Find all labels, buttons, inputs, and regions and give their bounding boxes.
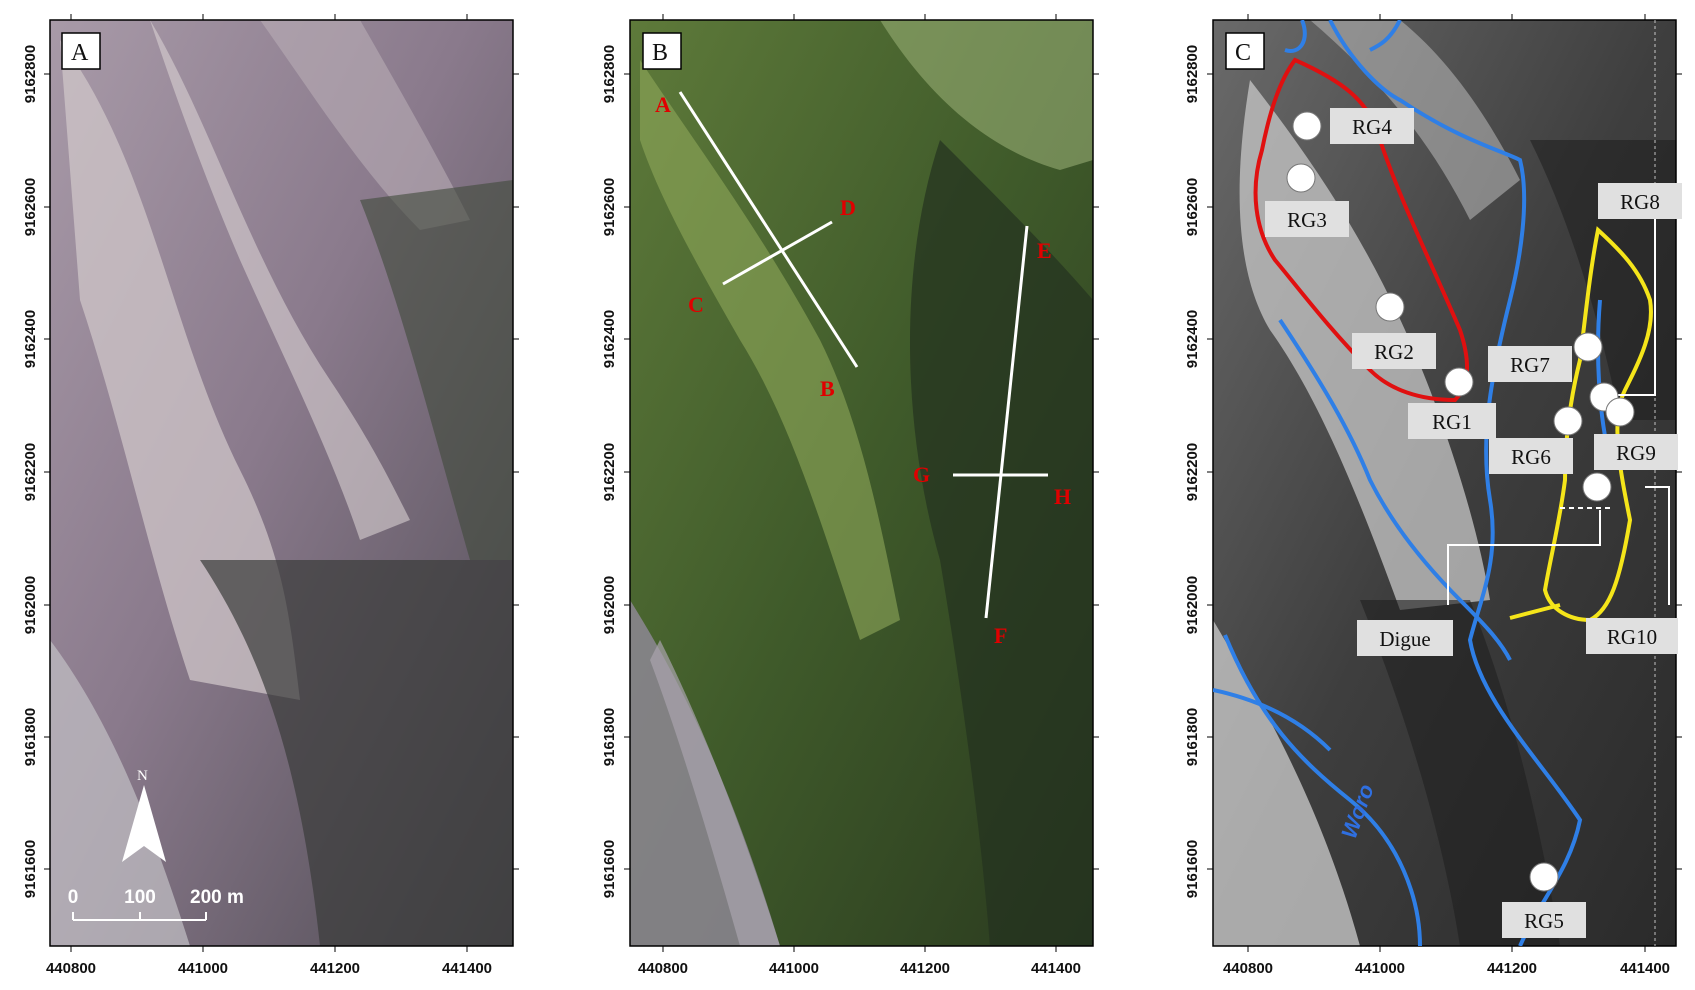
gauge-label-rg7: RG7 — [1510, 353, 1550, 377]
y-tick-label: 9161600 — [1184, 840, 1201, 898]
gauge-marker-rg5 — [1529, 862, 1559, 892]
y-tick-label: 9162200 — [1184, 443, 1201, 501]
gauge-label-rg3: RG3 — [1287, 208, 1327, 232]
river-line — [1284, 20, 1307, 53]
y-tick-label: 9162000 — [601, 576, 618, 634]
x-tick-label: 440800 — [46, 960, 96, 977]
scale-label: 0 — [68, 887, 79, 908]
river-line — [1278, 318, 1512, 661]
gauge-label-rg2: RG2 — [1374, 340, 1414, 364]
x-tick-label: 441000 — [1355, 960, 1405, 977]
panel-b-aerial-photo: B 9162800 9162600 9162400 9162200 916200… — [601, 14, 1099, 977]
x-tick-label: 441400 — [442, 960, 492, 977]
x-tick-label: 441000 — [769, 960, 819, 977]
y-tick-label: 9162200 — [22, 443, 39, 501]
dike-label: Digue — [1379, 627, 1430, 651]
gauge-marker-rg1 — [1444, 367, 1474, 397]
panel-b-letter: B — [652, 40, 668, 66]
y-tick-label: 9161600 — [601, 840, 618, 898]
gauge-marker-rg9 — [1605, 397, 1635, 427]
panel-a-letter-box — [61, 32, 101, 70]
river-line — [1369, 20, 1402, 52]
y-tick-label: 9162000 — [22, 576, 39, 634]
y-tick-label: 9161800 — [1184, 708, 1201, 766]
scale-bar: 0 100 200 m — [68, 887, 244, 921]
gauge-label-rg1: RG1 — [1432, 410, 1472, 434]
gauge-label-rg4: RG4 — [1352, 115, 1392, 139]
x-tick-label: 440800 — [1223, 960, 1273, 977]
gauge-marker-rg4 — [1292, 111, 1322, 141]
y-tick-label: 9161800 — [601, 708, 618, 766]
gauge-marker-rg10 — [1582, 472, 1612, 502]
x-tick-label: 441400 — [1031, 960, 1081, 977]
y-tick-label: 9162800 — [601, 45, 618, 103]
gauge-label-rg6: RG6 — [1511, 445, 1551, 469]
section-line-ef — [984, 225, 1029, 619]
svg-text:N: N — [137, 768, 148, 784]
gauge-marker-rg3 — [1286, 163, 1316, 193]
y-tick-label: 9162600 — [601, 178, 618, 236]
y-tick-label: 9162600 — [22, 178, 39, 236]
north-arrow-icon: N — [122, 768, 166, 862]
y-tick-label: 9162200 — [601, 443, 618, 501]
y-tick-label: 9162000 — [1184, 576, 1201, 634]
panel-b-letter-box — [642, 32, 682, 70]
section-line-cd — [722, 220, 833, 286]
x-tick-label: 441200 — [310, 960, 360, 977]
section-line-ab — [678, 91, 859, 368]
section-label: F — [994, 623, 1007, 648]
y-tick-label: 9161800 — [22, 708, 39, 766]
gauge-marker-rg2 — [1375, 292, 1405, 322]
section-label: C — [688, 292, 704, 317]
gauge-label-rg9: RG9 — [1616, 441, 1656, 465]
section-label: B — [820, 376, 835, 401]
gauge-marker-rg7 — [1573, 332, 1603, 362]
panel-a-aerial-photo: A 9162800 9162600 9162400 9162200 916200… — [22, 14, 519, 977]
x-tick-label: 441000 — [178, 960, 228, 977]
panel-a-letter: A — [71, 40, 89, 66]
gauge-marker-rg6 — [1553, 406, 1583, 436]
gauge-label-rg10: RG10 — [1607, 625, 1657, 649]
panel-c-letter-box — [1225, 32, 1265, 70]
section-label: E — [1037, 238, 1052, 263]
y-tick-label: 9162800 — [1184, 45, 1201, 103]
y-tick-label: 9161600 — [22, 840, 39, 898]
scale-label: 100 — [124, 887, 156, 908]
y-tick-label: 9162400 — [1184, 310, 1201, 368]
section-label: H — [1054, 484, 1071, 509]
river-line — [1328, 20, 1583, 946]
gauge-label-rg5: RG5 — [1524, 909, 1564, 933]
section-label: A — [655, 92, 671, 117]
catchment-red — [1253, 57, 1469, 403]
y-tick-label: 9162400 — [601, 310, 618, 368]
x-tick-label: 441200 — [1487, 960, 1537, 977]
y-tick-label: 9162400 — [22, 310, 39, 368]
panel-c-shaded-relief-map: C 9162800 9162600 9162400 9162200 916200… — [1184, 14, 1682, 977]
y-tick-label: 9162600 — [1184, 178, 1201, 236]
section-label: G — [913, 462, 930, 487]
y-tick-label: 9162800 — [22, 45, 39, 103]
x-tick-label: 440800 — [638, 960, 688, 977]
river-line — [1213, 688, 1332, 752]
x-tick-label: 441200 — [900, 960, 950, 977]
rain-gauge-markers — [1286, 111, 1635, 892]
panel-c-letter: C — [1235, 40, 1251, 66]
x-tick-label: 441400 — [1620, 960, 1670, 977]
gauge-label-rg8: RG8 — [1620, 190, 1660, 214]
river-line — [1223, 634, 1422, 946]
scale-label: 200 m — [190, 887, 244, 908]
section-label: D — [840, 195, 856, 220]
